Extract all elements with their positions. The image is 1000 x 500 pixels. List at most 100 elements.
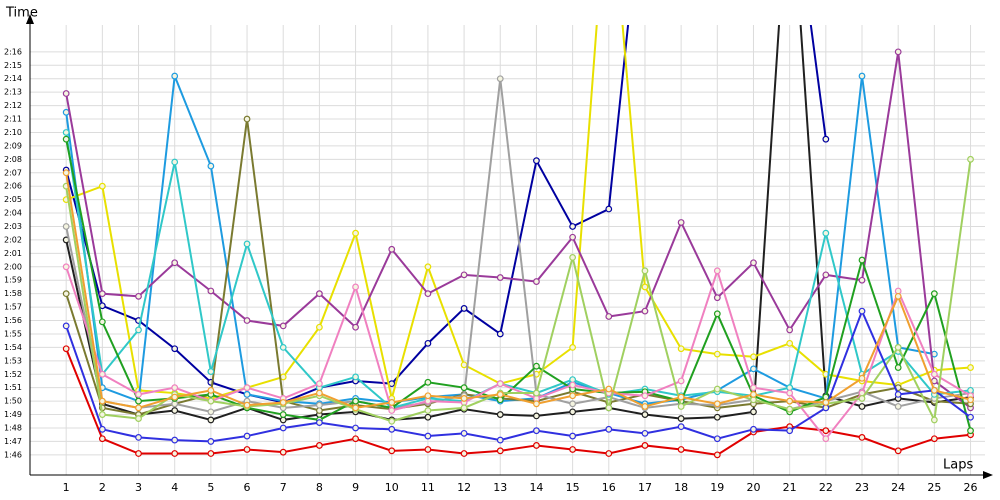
- data-point: [569, 253, 577, 261]
- data-point: [533, 427, 540, 435]
- x-tick-label: 20: [746, 481, 760, 494]
- y-tick-label: 1:58: [4, 289, 22, 298]
- data-point: [822, 229, 830, 237]
- x-tick-label: 4: [171, 481, 178, 494]
- y-tick-label: 2:00: [4, 262, 22, 271]
- x-tick-label: 24: [891, 481, 905, 494]
- data-point: [207, 162, 215, 170]
- data-point: [533, 278, 540, 285]
- y-tick-label: 2:14: [4, 74, 22, 83]
- data-point: [677, 415, 685, 422]
- data-point: [605, 425, 613, 433]
- y-tick-label: 1:56: [4, 316, 22, 325]
- data-point: [243, 401, 251, 409]
- x-tick-label: 1: [63, 481, 70, 494]
- data-point: [786, 384, 794, 392]
- data-point: [171, 436, 179, 444]
- data-point: [677, 219, 685, 226]
- data-point: [713, 385, 721, 393]
- data-point: [62, 129, 70, 136]
- data-point: [677, 345, 685, 353]
- data-point: [677, 377, 685, 385]
- data-point: [207, 386, 215, 394]
- data-point: [279, 399, 287, 406]
- y-tick-label: 1:50: [4, 397, 22, 406]
- data-point: [315, 290, 323, 298]
- y-tick-label: 2:06: [4, 182, 22, 191]
- data-point: [171, 407, 179, 414]
- data-point: [569, 381, 577, 389]
- data-point: [315, 323, 323, 331]
- y-tick-label: 1:49: [4, 410, 22, 419]
- data-point: [315, 380, 323, 388]
- y-tick-label: 2:01: [4, 249, 22, 258]
- data-point: [533, 442, 540, 449]
- data-point: [352, 397, 359, 405]
- data-point: [967, 386, 974, 394]
- series-line: [65, 308, 972, 443]
- data-point: [641, 442, 649, 449]
- data-point: [786, 389, 794, 397]
- data-point: [460, 361, 468, 369]
- data-point: [858, 395, 866, 402]
- data-point: [315, 389, 323, 397]
- data-point: [858, 72, 866, 80]
- x-axis-label: Laps: [943, 458, 973, 473]
- data-point: [279, 424, 287, 432]
- data-point: [279, 322, 287, 330]
- data-point: [243, 240, 251, 248]
- data-point: [786, 397, 794, 405]
- y-tick-label: 2:07: [4, 168, 22, 177]
- data-point: [460, 450, 468, 457]
- data-point: [750, 408, 757, 416]
- data-point: [352, 283, 359, 291]
- data-point: [967, 155, 974, 163]
- data-point: [967, 413, 974, 421]
- data-point: [207, 438, 215, 445]
- data-point: [496, 274, 504, 281]
- data-point: [786, 326, 794, 334]
- data-point: [207, 416, 215, 424]
- x-tick-label: 3: [135, 481, 142, 494]
- data-point: [62, 223, 70, 230]
- data-point: [62, 90, 70, 97]
- data-point: [388, 425, 396, 433]
- data-point: [207, 287, 215, 295]
- data-point: [460, 429, 468, 437]
- data-point: [424, 339, 432, 347]
- y-tick-label: 2:16: [4, 47, 22, 56]
- y-tick-label: 2:11: [4, 115, 22, 124]
- data-point: [352, 323, 359, 331]
- data-point: [677, 446, 685, 453]
- x-tick-label: 10: [385, 481, 399, 494]
- data-point: [424, 378, 432, 386]
- data-point: [98, 318, 106, 326]
- y-tick-label: 2:13: [4, 88, 22, 97]
- data-point: [641, 392, 649, 400]
- data-point: [388, 245, 396, 253]
- x-tick-label: 11: [421, 481, 435, 494]
- x-tick-label: 6: [244, 481, 251, 494]
- y-tick-label: 1:47: [4, 437, 22, 446]
- data-point: [930, 290, 938, 298]
- data-point: [930, 370, 938, 378]
- y-tick-label: 2:10: [4, 128, 22, 137]
- data-point: [750, 391, 757, 398]
- data-point: [713, 400, 721, 408]
- x-tick-label: 26: [964, 481, 978, 494]
- data-point: [171, 259, 179, 267]
- data-point: [677, 423, 685, 431]
- data-point: [858, 276, 866, 284]
- data-point: [135, 397, 142, 405]
- data-point: [930, 386, 938, 394]
- data-point: [713, 267, 721, 275]
- data-point: [822, 435, 830, 443]
- y-tick-label: 1:46: [4, 450, 22, 459]
- x-tick-label: 2: [99, 481, 106, 494]
- data-point: [171, 400, 179, 408]
- data-point: [207, 397, 215, 405]
- data-point: [98, 435, 106, 443]
- data-point: [822, 271, 830, 279]
- y-tick-label: 1:52: [4, 370, 22, 379]
- plot: [62, 25, 974, 459]
